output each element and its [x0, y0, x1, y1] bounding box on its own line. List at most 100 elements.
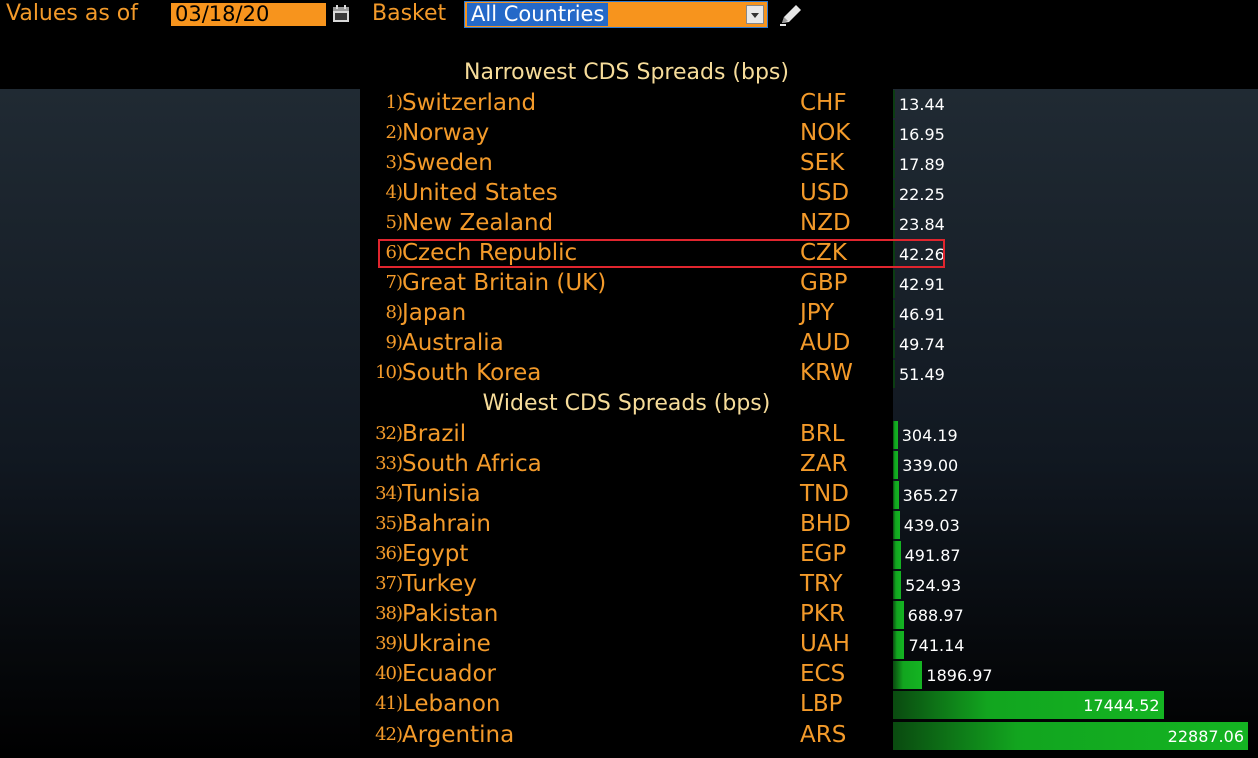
table-row[interactable]: 5) New Zealand NZD 23.84 [360, 209, 1258, 239]
table-row[interactable]: 2) Norway NOK 16.95 [360, 119, 1258, 149]
currency-code: ECS [800, 661, 846, 688]
toolbar: Values as of 03/18/20 Basket All Countri… [0, 0, 1258, 30]
table-row[interactable]: 4) United States USD 22.25 [360, 179, 1258, 209]
table-row[interactable]: 3) Sweden SEK 17.89 [360, 149, 1258, 179]
values-as-of-label: Values as of [6, 1, 139, 26]
spread-bar [893, 270, 895, 299]
rank-label: 10) [375, 362, 403, 384]
country-name[interactable]: Egypt [402, 541, 469, 568]
calendar-icon[interactable] [332, 5, 350, 23]
rank-label: 9) [385, 332, 404, 354]
country-name[interactable]: Tunisia [402, 481, 481, 508]
spread-value: 16.95 [899, 125, 945, 145]
spread-bar [893, 571, 902, 600]
country-name[interactable]: Lebanon [402, 691, 501, 718]
spread-bar [893, 90, 895, 118]
bar-chart-area [893, 89, 1258, 758]
rank-label: 33) [375, 453, 403, 475]
spread-bar [893, 210, 895, 239]
spread-value: 741.14 [908, 636, 965, 656]
spread-value: 688.97 [907, 606, 964, 626]
rank-label: 8) [385, 302, 404, 324]
table-row[interactable]: 8) Japan JPY 46.91 [360, 299, 1258, 329]
spread-value: 304.19 [901, 426, 958, 445]
country-name[interactable]: Turkey [402, 571, 477, 598]
table-row[interactable]: 38) Pakistan PKR 688.97 [360, 600, 1258, 630]
spread-value: 339.00 [902, 456, 959, 476]
spread-value: 13.44 [899, 95, 945, 114]
table-row[interactable]: 41) Lebanon LBP 17444.52 [360, 690, 1258, 720]
country-name[interactable]: Czech Republic [402, 240, 578, 267]
country-name[interactable]: South Africa [402, 451, 542, 478]
rank-label: 3) [385, 152, 404, 174]
country-name[interactable]: Switzerland [402, 90, 537, 116]
spread-bar [893, 481, 899, 510]
rank-label: 38) [375, 603, 403, 625]
rank-label: 39) [375, 633, 403, 655]
rank-label: 41) [375, 693, 403, 715]
currency-code: SEK [800, 150, 845, 177]
currency-code: TND [800, 481, 849, 508]
table-row[interactable]: 9) Australia AUD 49.74 [360, 329, 1258, 359]
country-name[interactable]: United States [402, 180, 558, 207]
spread-bar [893, 451, 899, 480]
table-row[interactable]: 39) Ukraine UAH 741.14 [360, 630, 1258, 660]
spread-value: 365.27 [902, 486, 959, 506]
highlight-box [378, 239, 945, 268]
currency-code: TRY [800, 571, 843, 598]
country-name[interactable]: Ukraine [402, 631, 491, 658]
currency-code: CHF [800, 90, 847, 116]
chevron-down-icon[interactable] [746, 5, 764, 24]
country-name[interactable]: Japan [402, 300, 467, 327]
table-row[interactable]: 10) South Korea KRW 51.49 [360, 359, 1258, 389]
spread-bar [893, 661, 923, 690]
rank-label: 5) [385, 212, 404, 234]
currency-code: PKR [800, 601, 845, 628]
country-name[interactable]: Argentina [402, 721, 515, 748]
table-row[interactable]: 35) Bahrain BHD 439.03 [360, 510, 1258, 540]
currency-code: ZAR [800, 451, 848, 478]
currency-code: BRL [800, 421, 845, 447]
table-row[interactable]: 7) Great Britain (UK) GBP 42.91 [360, 269, 1258, 299]
spread-value: 23.84 [899, 215, 945, 235]
rank-label: 36) [375, 543, 403, 565]
narrowest-title: Narrowest CDS Spreads (bps) [464, 60, 789, 85]
table-row[interactable]: 40) Ecuador ECS 1896.97 [360, 660, 1258, 690]
currency-code: ARS [800, 721, 847, 748]
pencil-icon[interactable] [778, 3, 804, 27]
country-name[interactable]: New Zealand [402, 210, 554, 237]
table-row[interactable]: 6) Czech Republic CZK 42.26 [360, 239, 1258, 269]
rank-label: 2) [385, 122, 404, 144]
rank-label: 34) [375, 483, 403, 505]
country-name[interactable]: Ecuador [402, 661, 496, 688]
rank-label: 32) [375, 423, 403, 444]
table-row[interactable]: 42) Argentina ARS 22887.06 [360, 721, 1258, 751]
spread-value: 17.89 [899, 155, 945, 175]
spread-value: 51.49 [899, 365, 945, 385]
country-name[interactable]: Norway [402, 120, 490, 147]
rank-label: 42) [375, 723, 403, 745]
table-row[interactable]: 33) South Africa ZAR 339.00 [360, 450, 1258, 480]
country-name[interactable]: Bahrain [402, 511, 491, 538]
rank-label: 7) [385, 272, 404, 294]
country-name[interactable]: Great Britain (UK) [402, 270, 607, 297]
rank-label: 37) [375, 573, 403, 595]
spread-value: 22887.06 [1167, 726, 1244, 746]
spread-value: 42.26 [899, 245, 945, 265]
widest-title: Widest CDS Spreads (bps) [482, 391, 771, 416]
country-name[interactable]: Australia [402, 330, 504, 357]
basket-select[interactable]: All Countries [464, 1, 768, 28]
country-name[interactable]: South Korea [402, 360, 542, 387]
table-row[interactable]: 1) Switzerland CHF 13.44 [360, 89, 1258, 119]
table-row[interactable]: 34) Tunisia TND 365.27 [360, 480, 1258, 510]
table-row[interactable]: 37) Turkey TRY 524.93 [360, 570, 1258, 600]
currency-code: AUD [800, 330, 851, 357]
date-input[interactable]: 03/18/20 [171, 3, 326, 26]
country-name[interactable]: Pakistan [402, 601, 499, 628]
spread-bar [893, 691, 1164, 720]
table-row[interactable]: 36) Egypt EGP 491.87 [360, 540, 1258, 570]
table-row[interactable]: 32) Brazil BRL 304.19 [360, 420, 1258, 450]
country-name[interactable]: Sweden [402, 150, 493, 177]
basket-select-value: All Countries [467, 3, 609, 26]
country-name[interactable]: Brazil [402, 421, 467, 447]
